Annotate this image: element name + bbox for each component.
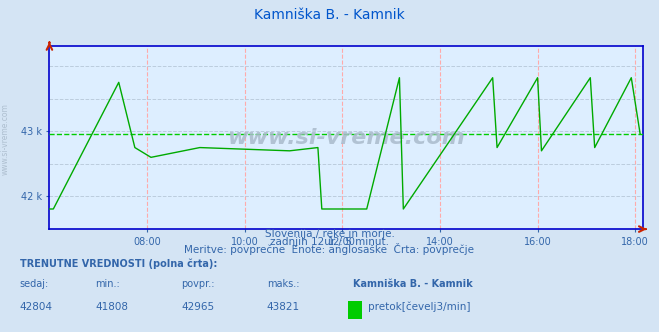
Text: sedaj:: sedaj: — [20, 279, 49, 289]
Text: www.si-vreme.com: www.si-vreme.com — [1, 104, 10, 175]
Text: 42804: 42804 — [20, 302, 53, 312]
Text: zadnjih 12ur / 5 minut.: zadnjih 12ur / 5 minut. — [270, 237, 389, 247]
Text: Meritve: povprečne  Enote: anglosaške  Črta: povprečje: Meritve: povprečne Enote: anglosaške Črt… — [185, 243, 474, 255]
Text: www.si-vreme.com: www.si-vreme.com — [227, 128, 465, 148]
Text: povpr.:: povpr.: — [181, 279, 215, 289]
Text: pretok[čevelj3/min]: pretok[čevelj3/min] — [368, 302, 471, 312]
Text: 41808: 41808 — [96, 302, 129, 312]
Text: min.:: min.: — [96, 279, 121, 289]
Text: Slovenija / reke in morje.: Slovenija / reke in morje. — [264, 229, 395, 239]
Text: Kamniška B. - Kamnik: Kamniška B. - Kamnik — [254, 8, 405, 22]
Text: 43821: 43821 — [267, 302, 300, 312]
Text: 42965: 42965 — [181, 302, 214, 312]
Text: TRENUTNE VREDNOSTI (polna črta):: TRENUTNE VREDNOSTI (polna črta): — [20, 259, 217, 269]
Text: Kamniška B. - Kamnik: Kamniška B. - Kamnik — [353, 279, 473, 289]
Text: maks.:: maks.: — [267, 279, 299, 289]
